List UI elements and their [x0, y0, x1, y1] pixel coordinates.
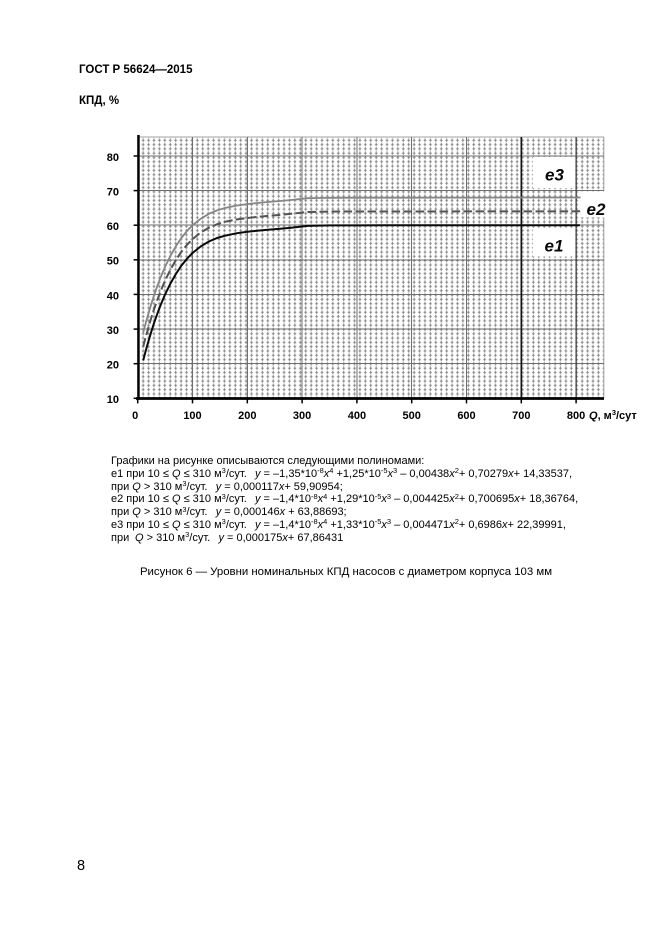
svg-text:60: 60 [107, 221, 119, 233]
svg-text:20: 20 [107, 360, 119, 372]
svg-text:0: 0 [132, 410, 138, 422]
svg-text:10: 10 [107, 394, 119, 406]
svg-text:Q, м3/сут: Q, м3/сут [589, 408, 637, 422]
svg-text:100: 100 [183, 410, 201, 422]
svg-text:e1: e1 [545, 237, 564, 256]
svg-text:500: 500 [403, 410, 421, 422]
svg-text:e2: e2 [587, 200, 606, 219]
svg-text:70: 70 [107, 187, 119, 199]
svg-text:400: 400 [348, 410, 366, 422]
svg-text:200: 200 [238, 410, 256, 422]
svg-text:700: 700 [512, 410, 530, 422]
svg-text:80: 80 [107, 152, 119, 164]
svg-text:30: 30 [107, 325, 119, 337]
svg-text:50: 50 [107, 256, 119, 268]
svg-text:800: 800 [567, 410, 585, 422]
svg-text:600: 600 [457, 410, 475, 422]
svg-text:40: 40 [107, 290, 119, 302]
svg-text:e3: e3 [545, 166, 564, 185]
svg-text:300: 300 [293, 410, 311, 422]
